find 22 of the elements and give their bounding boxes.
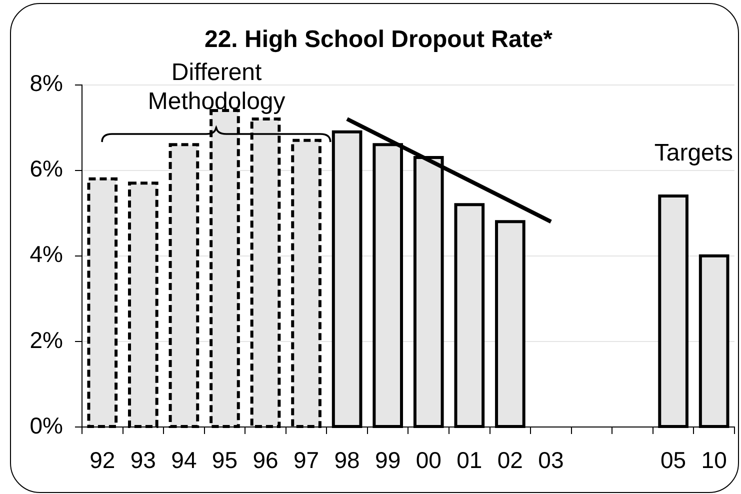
y-tick-label: 6% — [30, 156, 63, 182]
x-tick-label: 03 — [538, 447, 564, 474]
x-tick-label: 92 — [90, 447, 116, 474]
x-tick-label: 01 — [456, 447, 482, 474]
chart-title: 22. High School Dropout Rate* — [204, 26, 554, 54]
x-tick-label: 97 — [293, 447, 320, 474]
x-tick-label: 98 — [334, 447, 360, 474]
x-tick-label: 02 — [497, 447, 523, 474]
y-tick-label: 4% — [30, 241, 63, 268]
y-tick-label: 2% — [30, 326, 63, 353]
x-tick-label: 10 — [701, 447, 727, 474]
x-tick-label: 00 — [416, 447, 442, 474]
x-tick-label: 96 — [252, 447, 278, 474]
x-tick-label: 99 — [375, 447, 401, 474]
x-tick-label: 05 — [660, 447, 686, 474]
x-tick-label: 94 — [171, 447, 197, 474]
annotation: Different Methodology — [148, 59, 286, 116]
annotation: Targets — [654, 140, 734, 167]
x-tick-label: 93 — [130, 447, 156, 474]
y-tick-label: 8% — [30, 70, 63, 96]
y-tick-label: 0% — [30, 412, 63, 438]
x-tick-label: 95 — [212, 447, 238, 474]
